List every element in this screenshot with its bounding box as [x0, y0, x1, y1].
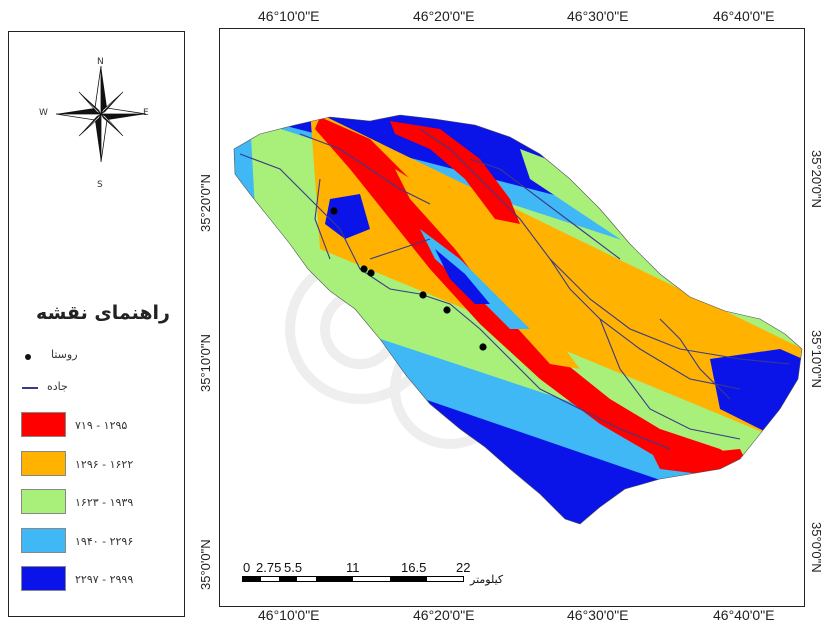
village-point	[330, 207, 338, 215]
legend-class-1: ۷۱۹ - ۱۲۹۵	[75, 419, 128, 432]
north-arrow-icon	[55, 65, 147, 163]
legend-class-2: ۱۲۹۶ - ۱۶۲۲	[75, 458, 134, 471]
legend-swatch-1	[21, 412, 66, 437]
scale-bar	[242, 576, 464, 582]
elevation-map	[233, 114, 803, 525]
legend-class-5: ۲۲۹۷ - ۲۹۹۹	[75, 573, 134, 586]
lon-tick-bottom-2: 46°20'0"E	[413, 607, 475, 623]
village-point	[419, 291, 427, 299]
road-symbol	[22, 387, 38, 389]
lat-tick-left-1: 35°20'0"N	[198, 174, 213, 232]
village-point	[360, 265, 368, 273]
scale-label-1: 2.75	[256, 560, 282, 575]
lon-tick-top-2: 46°20'0"E	[413, 8, 475, 24]
legend-class-4: ۱۹۴۰ - ۲۲۹۶	[75, 535, 134, 548]
road-label: جاده	[47, 380, 68, 393]
map-frame	[219, 28, 805, 607]
scale-label-5: 22	[456, 560, 471, 575]
legend-class-3: ۱۶۲۳ - ۱۹۳۹	[75, 496, 134, 509]
compass-south-label: S	[97, 180, 103, 190]
lon-tick-top-1: 46°10'0"E	[258, 8, 320, 24]
scale-label-3: 11	[346, 560, 360, 575]
lat-tick-right-2: 35°10'0"N	[809, 330, 824, 388]
legend-swatch-5	[21, 566, 66, 591]
scale-label-2: 5.5	[284, 560, 303, 575]
legend-swatch-4	[21, 528, 66, 553]
scale-label-0: 0	[243, 560, 251, 575]
legend-title: راهنمای نقشه	[36, 302, 170, 324]
village-point	[367, 269, 375, 277]
compass-west-label: W	[39, 108, 48, 118]
compass-north-label: N	[97, 57, 104, 67]
lon-tick-bottom-4: 46°40'0"E	[713, 607, 775, 623]
village-symbol	[25, 354, 31, 360]
lat-tick-right-1: 35°20'0"N	[809, 150, 824, 208]
compass-east-label: E	[143, 108, 149, 118]
legend-swatch-2	[21, 451, 66, 476]
lon-tick-bottom-1: 46°10'0"E	[258, 607, 320, 623]
village-label: روستا	[51, 348, 78, 361]
scale-label-4: 16.5	[401, 560, 427, 575]
scale-unit: کیلومتر	[470, 573, 504, 586]
lon-tick-bottom-3: 46°30'0"E	[567, 607, 629, 623]
lat-tick-left-3: 35°0'0"N	[198, 539, 213, 590]
legend-swatch-3	[21, 489, 66, 514]
village-point	[443, 306, 451, 314]
village-point	[479, 343, 487, 351]
lon-tick-top-3: 46°30'0"E	[567, 8, 629, 24]
lat-tick-left-2: 35°10'0"N	[198, 334, 213, 392]
lon-tick-top-4: 46°40'0"E	[713, 8, 775, 24]
legend-panel: N S E W راهنمای نقشه روستا جاده ۷۱۹ - ۱۲…	[8, 31, 185, 617]
lat-tick-right-3: 35°0'0"N	[809, 522, 824, 573]
